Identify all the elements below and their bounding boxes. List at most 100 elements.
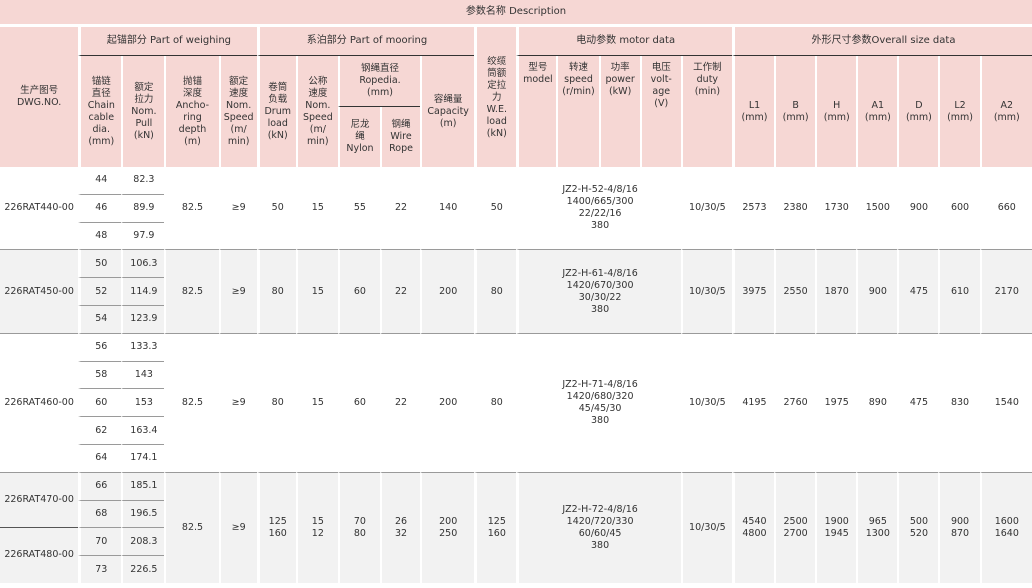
dwg-number: 226RAT460-00 [0, 332, 79, 472]
d-value: 900 [897, 167, 939, 250]
we-load-value: 80 [474, 332, 517, 472]
nom-speed-weighing-value: ≥9 [218, 332, 257, 472]
anchoring-depth-value: 82.5 [164, 167, 219, 250]
l2-value: 610 [938, 249, 980, 333]
chain-dia-value: 66 [78, 471, 122, 500]
table-row: 226RAT450-00 50 106.3 82.5 ≥9 80 15 60 22 200 80 JZ… [0, 249, 1032, 333]
nylon-value: 60 [337, 249, 380, 333]
chain-dia-value: 58 [78, 360, 122, 389]
table-row: 226RAT470-00 226RAT480-00 66 185.1 82.5 ≥9 125… [0, 471, 1032, 583]
capacity-value: 200 250 [420, 471, 475, 583]
capacity-header: 容绳量 Capacity (m) [420, 56, 475, 167]
dwg-number-cell: 226RAT470-00 226RAT480-00 [0, 471, 79, 583]
nom-pull-value: 163.4 [121, 416, 165, 444]
chain-dia-value: 48 [78, 221, 122, 250]
nom-pull-value: 208.3 [121, 527, 165, 556]
rope-dia-header: 钢绳直径 Ropedia. (mm) [337, 56, 421, 107]
table-row: 70 208.3 [0, 527, 1032, 556]
b-value: 2500 2700 [774, 471, 816, 583]
wire-rope-value: 22 [380, 332, 421, 472]
nom-pull-value: 153 [121, 388, 165, 417]
h-header: H (mm) [815, 56, 857, 167]
chain-dia-value: 73 [78, 555, 122, 583]
nom-speed-mooring-value: 15 [295, 167, 338, 250]
power-header: 功率 power (kW) [598, 56, 640, 167]
table-row: 58 143 [0, 360, 1032, 389]
b-header: B (mm) [774, 56, 816, 167]
chain-dia-value: 62 [78, 416, 122, 444]
nom-speed-mooring-header: 公称 速度 Nom. Speed (m/ min) [295, 56, 338, 167]
a2-value: 660 [979, 167, 1032, 250]
table-row: 64 174.1 [0, 443, 1032, 472]
dwg-number: 226RAT480-00 [4, 548, 74, 560]
d-value: 475 [897, 249, 939, 333]
motor-data-value: JZ2-H-61-4/8/16 1420/670/300 30/30/22 38… [516, 249, 681, 333]
description-header: 参数名称 Description [0, 0, 1032, 27]
motor-data-value: JZ2-H-71-4/8/16 1420/680/320 45/45/30 38… [516, 332, 681, 472]
nom-pull-value: 114.9 [121, 277, 165, 305]
wire-rope-header: 钢绳 Wire Rope [380, 107, 421, 167]
chain-dia-value: 44 [78, 167, 122, 194]
nom-pull-value: 196.5 [121, 499, 165, 528]
capacity-value: 140 [420, 167, 475, 250]
duty-header: 工作制 duty (min) [680, 56, 732, 167]
a2-value: 1600 1640 [979, 471, 1032, 583]
a1-value: 965 1300 [856, 471, 898, 583]
duty-value: 10/30/5 [680, 167, 732, 250]
chain-dia-value: 70 [78, 527, 122, 556]
mooring-group-header: 系泊部分 Part of mooring [256, 27, 475, 56]
duty-value: 10/30/5 [680, 471, 732, 583]
b-value: 2760 [774, 332, 816, 472]
capacity-value: 200 [420, 249, 475, 333]
table-row: 60 153 [0, 388, 1032, 417]
anchoring-depth-value: 82.5 [164, 471, 219, 583]
dwg-number: 226RAT470-00 [0, 474, 79, 528]
l1-value: 4540 4800 [731, 471, 775, 583]
we-load-value: 50 [474, 167, 517, 250]
l2-value: 830 [938, 332, 980, 472]
table-row: 46 89.9 [0, 193, 1032, 222]
duty-value: 10/30/5 [680, 249, 732, 333]
l1-value: 2573 [731, 167, 775, 250]
we-load-header: 绞缆 筒额 定拉 力 W.E. load (kN) [474, 56, 517, 167]
b-value: 2550 [774, 249, 816, 333]
rot-speed-header: 转速 speed (r/min) [556, 56, 599, 167]
a2-value: 1540 [979, 332, 1032, 472]
chain-dia-value: 60 [78, 388, 122, 417]
wire-rope-value: 26 32 [380, 471, 421, 583]
dwg-number: 226RAT450-00 [0, 249, 79, 333]
a1-value: 900 [856, 249, 898, 333]
chain-dia-value: 50 [78, 249, 122, 278]
nom-pull-value: 82.3 [121, 167, 165, 194]
motor-data-value: JZ2-H-52-4/8/16 1400/665/300 22/22/16 38… [516, 167, 681, 250]
voltage-header: 电压 volt- age (V) [639, 56, 681, 167]
a2-value: 2170 [979, 249, 1032, 333]
nom-speed-weighing-value: ≥9 [218, 249, 257, 333]
chain-dia-header: 锚链 直径 Chain cable dia. (mm) [78, 56, 122, 167]
anchoring-depth-value: 82.5 [164, 332, 219, 472]
chain-dia-value: 56 [78, 332, 122, 361]
b-value: 2380 [774, 167, 816, 250]
table-row: 73 226.5 [0, 555, 1032, 583]
dwg-number: 226RAT440-00 [0, 167, 79, 250]
nom-speed-mooring-value: 15 12 [295, 471, 338, 583]
nom-pull-value: 89.9 [121, 193, 165, 222]
l1-value: 4195 [731, 332, 775, 472]
chain-dia-value: 64 [78, 443, 122, 472]
nom-speed-mooring-value: 15 [295, 332, 338, 472]
nom-pull-value: 143 [121, 360, 165, 389]
we-load-value: 125 160 [474, 471, 517, 583]
a1-value: 1500 [856, 167, 898, 250]
wire-rope-value: 22 [380, 249, 421, 333]
chain-dia-value: 54 [78, 304, 122, 333]
a2-header: A2 (mm) [979, 56, 1032, 167]
chain-dia-value: 46 [78, 193, 122, 222]
table-row: 226RAT460-00 56 133.3 82.5 ≥9 80 15 60 22 200 80 JZ… [0, 332, 1032, 472]
d-value: 475 [897, 332, 939, 472]
nom-pull-value: 174.1 [121, 443, 165, 472]
table-row: 226RAT440-00 44 82.3 82.5 ≥9 50 15 55 22 140 50 JZ2… [0, 167, 1032, 250]
duty-value: 10/30/5 [680, 332, 732, 472]
nom-speed-weighing-value: ≥9 [218, 167, 257, 250]
h-value: 1975 [815, 332, 857, 472]
drum-load-value: 80 [256, 332, 296, 472]
